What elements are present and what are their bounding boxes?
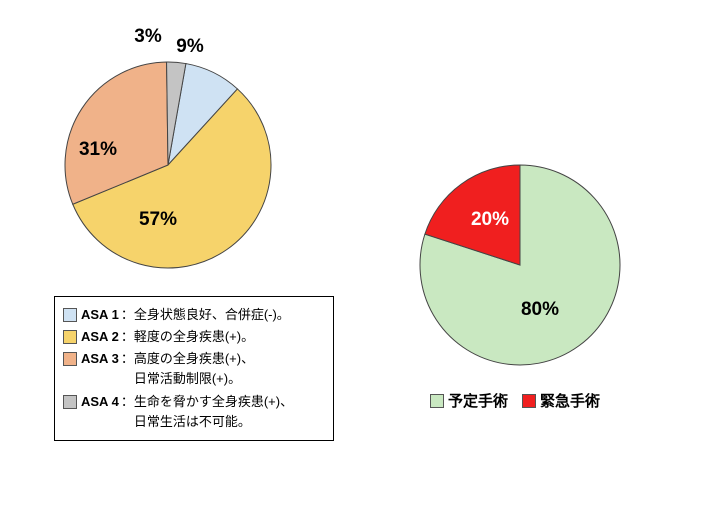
swatch-icon xyxy=(63,395,77,409)
asa-legend-row-2: ASA 2：軽度の全身疾患(+)。 xyxy=(63,327,323,347)
asa-pie-label-asa-2: 57% xyxy=(139,209,177,231)
asa-pie-label-asa-4: 3% xyxy=(134,26,161,48)
surgery-pie-label-scheduled: 80% xyxy=(521,299,559,321)
surgery-legend-label: 予定手術 xyxy=(448,390,508,411)
asa-legend-row-1: ASA 1：全身状態良好、合併症(-)。 xyxy=(63,305,323,325)
asa-legend-box: ASA 1：全身状態良好、合併症(-)。ASA 2：軽度の全身疾患(+)。ASA… xyxy=(54,296,334,441)
surgery-legend-item-0: 予定手術 xyxy=(430,390,508,411)
asa-legend-key: ASA 3 xyxy=(81,349,119,369)
surgery-legend-label: 緊急手術 xyxy=(540,390,600,411)
asa-pie-chart xyxy=(55,52,281,278)
swatch-icon xyxy=(63,352,77,366)
asa-legend-desc: ：高度の全身疾患(+)、 日常活動制限(+)。 xyxy=(121,349,254,389)
asa-pie-label-asa-3: 31% xyxy=(79,139,117,161)
asa-legend-desc: ：生命を脅かす全身疾患(+)、 日常生活は不可能。 xyxy=(121,392,293,432)
asa-legend-row-3: ASA 3：高度の全身疾患(+)、 日常活動制限(+)。 xyxy=(63,349,323,389)
asa-legend-key: ASA 2 xyxy=(81,327,119,347)
asa-legend-key: ASA 4 xyxy=(81,392,119,412)
surgery-pie-label-emergency: 20% xyxy=(471,209,509,231)
asa-legend-desc: ：軽度の全身疾患(+)。 xyxy=(121,327,254,347)
asa-pie-label-asa-1: 9% xyxy=(176,36,203,58)
swatch-icon xyxy=(522,394,536,408)
swatch-icon xyxy=(63,330,77,344)
asa-legend-key: ASA 1 xyxy=(81,305,119,325)
surgery-type-pie-chart xyxy=(410,155,630,375)
asa-legend-desc: ：全身状態良好、合併症(-)。 xyxy=(121,305,290,325)
surgery-legend-item-1: 緊急手術 xyxy=(522,390,600,411)
surgery-pie-svg xyxy=(410,155,630,375)
asa-pie-svg xyxy=(55,52,281,278)
asa-legend-row-4: ASA 4：生命を脅かす全身疾患(+)、 日常生活は不可能。 xyxy=(63,392,323,432)
swatch-icon xyxy=(63,308,77,322)
surgery-type-legend: 予定手術 緊急手術 xyxy=(430,390,600,411)
swatch-icon xyxy=(430,394,444,408)
